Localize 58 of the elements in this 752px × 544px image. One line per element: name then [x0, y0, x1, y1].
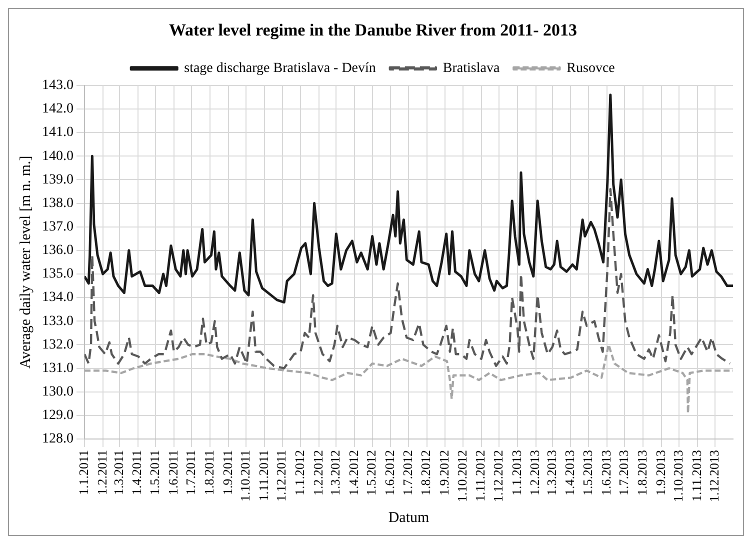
- x-tick-label: 1.10.2013: [670, 450, 686, 502]
- legend-label: Bratislava: [442, 61, 500, 76]
- x-tick-label: 1.1.2012: [292, 450, 308, 496]
- x-tick-label: 1.12.2013: [706, 450, 722, 502]
- x-tick-label: 1.10.2011: [238, 450, 253, 502]
- y-tick-label: 134.0: [42, 290, 74, 306]
- x-tick-label: 1.11.2011: [256, 450, 271, 502]
- x-tick-label: 1.9.2011: [220, 450, 235, 496]
- y-tick-label: 143.0: [42, 78, 74, 94]
- x-tick-label: 1.6.2011: [165, 450, 180, 496]
- x-tick-label: 1.4.2012: [346, 450, 361, 496]
- x-tick-label: 1.11.2012: [472, 450, 488, 502]
- x-tick-label: 1.1.2011: [76, 450, 91, 496]
- x-tick-label: 1.8.2011: [201, 450, 216, 496]
- x-tick-label: 1.12.2012: [490, 450, 506, 502]
- y-tick-label: 129.0: [42, 408, 74, 424]
- x-tick-label: 1.4.2011: [129, 450, 144, 496]
- y-axis-title: Average daily water level [m n. m.]: [18, 156, 34, 369]
- legend-label: stage discharge Bratislava - Devín: [184, 61, 376, 76]
- x-tick-label: 1.12.2011: [274, 450, 289, 502]
- x-tick-label: 1.8.2013: [634, 450, 650, 496]
- x-tick-label: 1.7.2012: [400, 450, 415, 496]
- chart-title: Water level regime in the Danube River from 2011- 2013: [168, 20, 578, 40]
- x-tick-label: 1.2.2011: [94, 450, 110, 496]
- y-tick-label: 130.0: [42, 384, 74, 400]
- y-tick-label: 142.0: [42, 102, 74, 117]
- y-tick-label: 135.0: [42, 266, 74, 282]
- y-tick-label: 128.0: [42, 432, 74, 447]
- y-tick-label: 131.0: [42, 360, 74, 376]
- x-tick-label: 1.11.2013: [688, 450, 704, 502]
- y-tick-label: 141.0: [42, 125, 74, 140]
- y-tick-label: 133.0: [42, 314, 74, 329]
- y-tick-label: 140.0: [42, 148, 74, 164]
- x-tick-label: 1.5.2011: [146, 450, 162, 496]
- y-tick-label: 136.0: [42, 243, 74, 258]
- y-tick-label: 138.0: [42, 196, 74, 211]
- x-tick-label: 1.2.2013: [527, 450, 542, 496]
- x-axis-title: Datum: [388, 510, 430, 526]
- x-tick-label: 1.2.2012: [310, 450, 326, 496]
- x-tick-label: 1.9.2013: [652, 450, 668, 496]
- y-tick-label: 132.0: [42, 337, 74, 352]
- x-tick-label: 1.8.2012: [418, 450, 434, 496]
- x-tick-label: 1.1.2013: [508, 450, 524, 496]
- x-tick-label: 1.3.2011: [110, 450, 126, 496]
- x-tick-label: 1.7.2011: [183, 450, 198, 496]
- y-tick-label: 137.0: [42, 220, 74, 235]
- x-tick-label: 1.6.2013: [598, 450, 614, 496]
- x-tick-label: 1.6.2012: [382, 450, 398, 496]
- x-tick-label: 1.10.2012: [454, 450, 470, 502]
- x-tick-label: 1.3.2012: [328, 450, 343, 496]
- x-tick-label: 1.5.2013: [580, 450, 595, 496]
- x-tick-label: 1.9.2012: [436, 450, 452, 496]
- x-tick-label: 1.3.2013: [544, 450, 559, 496]
- x-tick-label: 1.5.2012: [364, 450, 379, 496]
- x-tick-label: 1.7.2013: [616, 450, 632, 496]
- legend-label: Rusovce: [566, 61, 615, 76]
- x-tick-label: 1.4.2013: [562, 450, 578, 496]
- y-tick-label: 139.0: [42, 172, 74, 188]
